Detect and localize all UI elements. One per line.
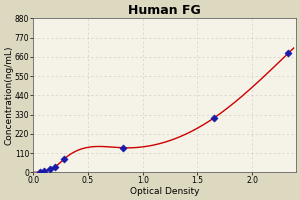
Point	[286, 52, 291, 55]
X-axis label: Optical Density: Optical Density	[130, 187, 199, 196]
Point	[38, 170, 42, 174]
Point	[212, 116, 216, 120]
Title: Human FG: Human FG	[128, 4, 201, 17]
Point	[53, 165, 58, 168]
Point	[121, 146, 125, 149]
Y-axis label: Concentration(ng/mL): Concentration(ng/mL)	[4, 46, 13, 145]
Point	[42, 169, 47, 172]
Point	[61, 158, 66, 161]
Point	[47, 168, 52, 171]
